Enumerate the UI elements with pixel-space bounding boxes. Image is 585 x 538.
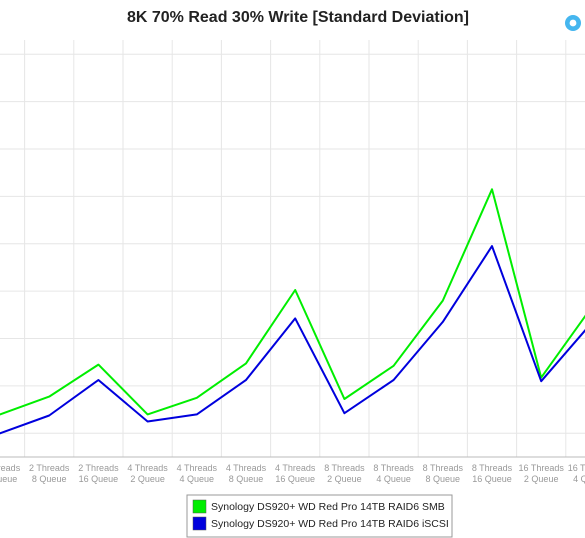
x-tick-label: 8 Threads [324,463,365,473]
x-tick-label: 8 Threads [472,463,513,473]
x-tick-label: 16 Queue [79,474,119,484]
legend: Synology DS920+ WD Red Pro 14TB RAID6 SM… [186,494,453,538]
x-tick-label: 2 Threads [0,463,21,473]
x-tick-label: 8 Queue [229,474,264,484]
x-tick-label: 16 Queue [275,474,315,484]
legend-box [186,494,453,538]
series-line-0[interactable] [0,188,585,416]
legend-label-iscsi: Synology DS920+ WD Red Pro 14TB RAID6 iS… [211,518,449,530]
x-tick-label: 16 Queue [472,474,512,484]
legend-swatch-iscsi [192,516,207,531]
x-tick-label: 2 Threads [29,463,70,473]
chart-title: 8K 70% Read 30% Write [Standard Deviatio… [127,9,469,26]
x-tick-label: 4 Threads [226,463,267,473]
x-tick-label: 8 Threads [423,463,464,473]
x-tick-label: 4 Queue [573,474,585,484]
series-line-1[interactable] [0,245,585,435]
x-tick-label: 2 Queue [130,474,165,484]
horizontal-gridlines [0,53,585,434]
legend-label-smb: Synology DS920+ WD Red Pro 14TB RAID6 SM… [211,501,445,513]
x-tick-label: 16 Threads [519,463,565,473]
x-tick-label: 16 Threads [568,463,585,473]
legend-item-smb[interactable]: Synology DS920+ WD Red Pro 14TB RAID6 SM… [192,499,445,514]
x-tick-label: 2 Queue [524,474,559,484]
x-tick-label: 4 Queue [180,474,215,484]
vertical-gridlines [24,40,567,457]
x-tick-label: 4 Threads [177,463,218,473]
x-tick-label: 4 Threads [275,463,316,473]
x-tick-label: 8 Queue [32,474,67,484]
x-tick-label: 2 Threads [78,463,119,473]
x-tick-label: 1 Queue [0,474,17,484]
x-tick-label: 8 Queue [426,474,461,484]
x-tick-label: 8 Threads [373,463,414,473]
x-tick-label: 2 Queue [327,474,362,484]
legend-swatch-smb [192,499,207,514]
x-tick-label: 4 Queue [376,474,411,484]
x-tick-label: 4 Threads [127,463,168,473]
series-lines [0,188,585,435]
highcharts-logo-icon[interactable] [565,15,581,31]
legend-item-iscsi[interactable]: Synology DS920+ WD Red Pro 14TB RAID6 iS… [192,516,449,531]
